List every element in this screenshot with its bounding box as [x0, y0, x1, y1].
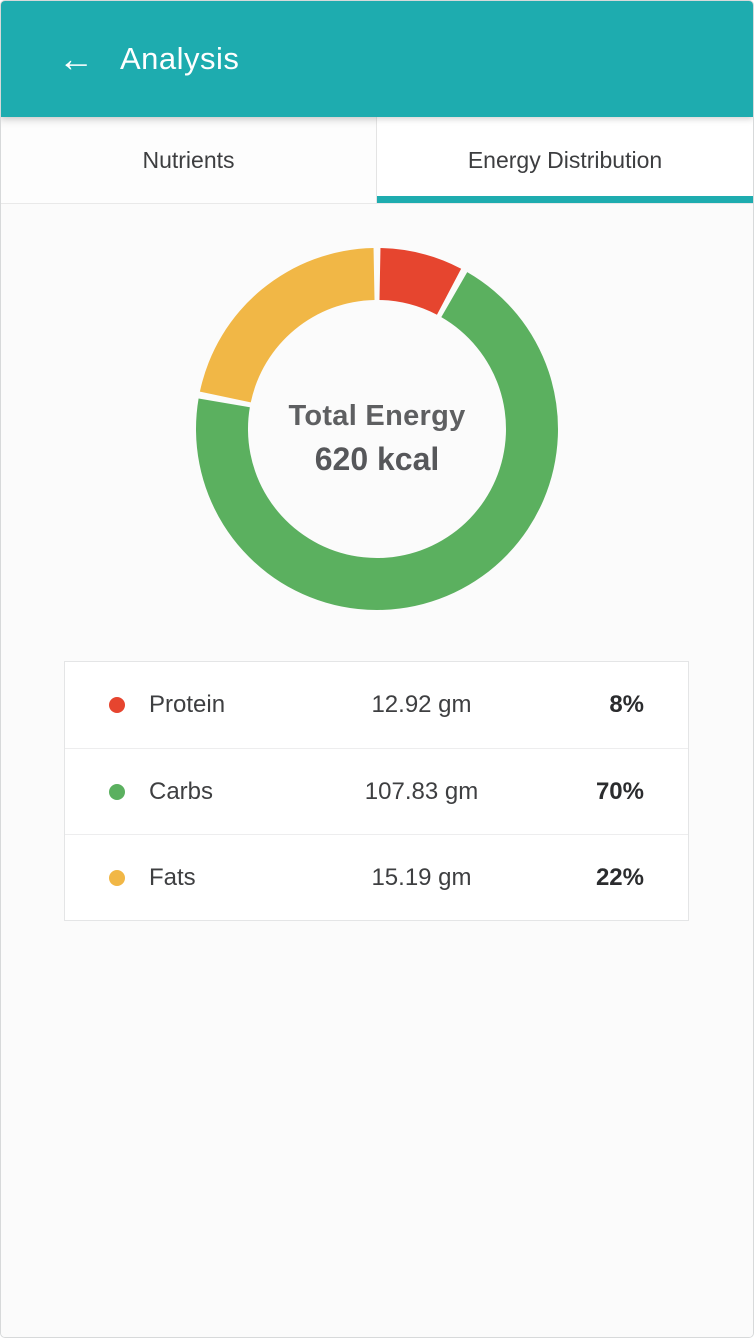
donut-segment-protein — [379, 248, 462, 315]
donut-segment-carbs — [196, 272, 559, 610]
donut-segment-fats — [199, 248, 375, 403]
carbs-label: Carbs — [149, 777, 214, 805]
fats-color-dot-icon — [109, 869, 125, 886]
back-arrow-icon[interactable]: ← — [58, 38, 94, 79]
donut-chart-svg — [196, 248, 559, 610]
tab-energy-distribution-label: Energy Distribution — [467, 146, 663, 173]
fats-amount: 15.19 gm — [371, 863, 472, 891]
energy-donut-chart: Total Energy 620 kcal — [194, 246, 560, 612]
app-header: ← Analysis — [1, 1, 753, 117]
carbs-percent: 70% — [595, 777, 644, 805]
fats-label: Fats — [149, 863, 196, 891]
legend-left: Protein — [109, 691, 279, 719]
tab-bar: Nutrients Energy Distribution — [1, 117, 753, 204]
protein-percent: 8% — [609, 691, 644, 718]
tab-nutrients[interactable]: Nutrients — [1, 117, 377, 203]
legend-row-carbs: Carbs 107.83 gm 70% — [65, 748, 688, 834]
page-title: Analysis — [120, 41, 240, 76]
protein-color-dot-icon — [109, 697, 125, 713]
carbs-color-dot-icon — [109, 783, 125, 800]
content-area: Total Energy 620 kcal Protein 12.92 gm 8… — [1, 204, 753, 1337]
protein-amount: 12.92 gm — [371, 691, 472, 718]
legend-table: Protein 12.92 gm 8% Carbs 107.83 gm 70% … — [64, 661, 689, 921]
tab-nutrients-label: Nutrients — [142, 146, 235, 173]
tab-energy-distribution[interactable]: Energy Distribution — [377, 117, 753, 203]
carbs-amount: 107.83 gm — [364, 777, 479, 805]
legend-row-protein: Protein 12.92 gm 8% — [65, 662, 688, 748]
legend-row-fats: Fats 15.19 gm 22% — [65, 834, 688, 920]
legend-left: Carbs — [109, 778, 279, 806]
protein-label: Protein — [149, 691, 226, 718]
legend-left: Fats — [109, 864, 279, 892]
fats-percent: 22% — [595, 863, 644, 891]
